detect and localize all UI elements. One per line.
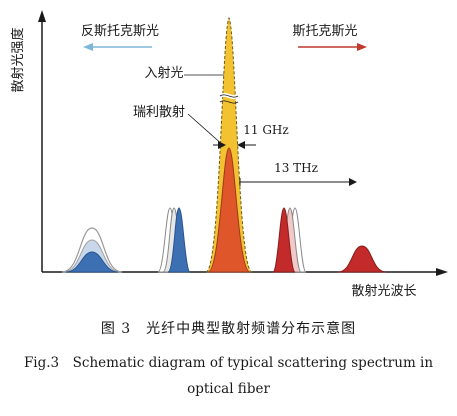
raman-anti-stokes-peak xyxy=(61,227,123,273)
x-axis-label: 散射光波长 xyxy=(351,283,416,299)
brillouin-anti-stokes-peaks xyxy=(157,207,191,273)
figure-caption-english-line1: Fig.3 Schematic diagram of typical scatt… xyxy=(23,355,434,371)
stokes-arrow xyxy=(298,43,367,51)
ghz-label: 11 GHz xyxy=(243,123,288,137)
brillouin-stokes-peaks xyxy=(272,207,307,273)
rayleigh-leader xyxy=(187,113,225,147)
figure-caption-english: Fig.3 Schematic diagram of typical scatt… xyxy=(0,350,457,402)
figure-caption-english-line2: optical fiber xyxy=(187,381,270,397)
stokes-label: 斯托克斯光 xyxy=(292,24,357,39)
y-axis-label: 散射光强度 xyxy=(10,27,26,92)
rayleigh-label: 瑞利散射 xyxy=(133,104,185,120)
rayleigh-scattering-peak xyxy=(207,147,251,273)
thz-label: 13 THz xyxy=(274,161,318,175)
scattering-spectrum-diagram: 散射光强度 散射光波长 反斯托克斯光 斯托克斯光 xyxy=(10,10,448,299)
incident-light-label: 入射光 xyxy=(144,65,183,81)
anti-stokes-arrow xyxy=(83,43,152,51)
y-axis-arrowhead xyxy=(38,10,46,22)
raman-stokes-peak xyxy=(337,245,387,273)
figure-caption-chinese: 图 3 光纤中典型散射频谱分布示意图 xyxy=(100,321,357,337)
x-axis-arrowhead xyxy=(436,268,448,276)
anti-stokes-label: 反斯托克斯光 xyxy=(81,24,159,39)
incident-light-peak xyxy=(205,16,253,273)
